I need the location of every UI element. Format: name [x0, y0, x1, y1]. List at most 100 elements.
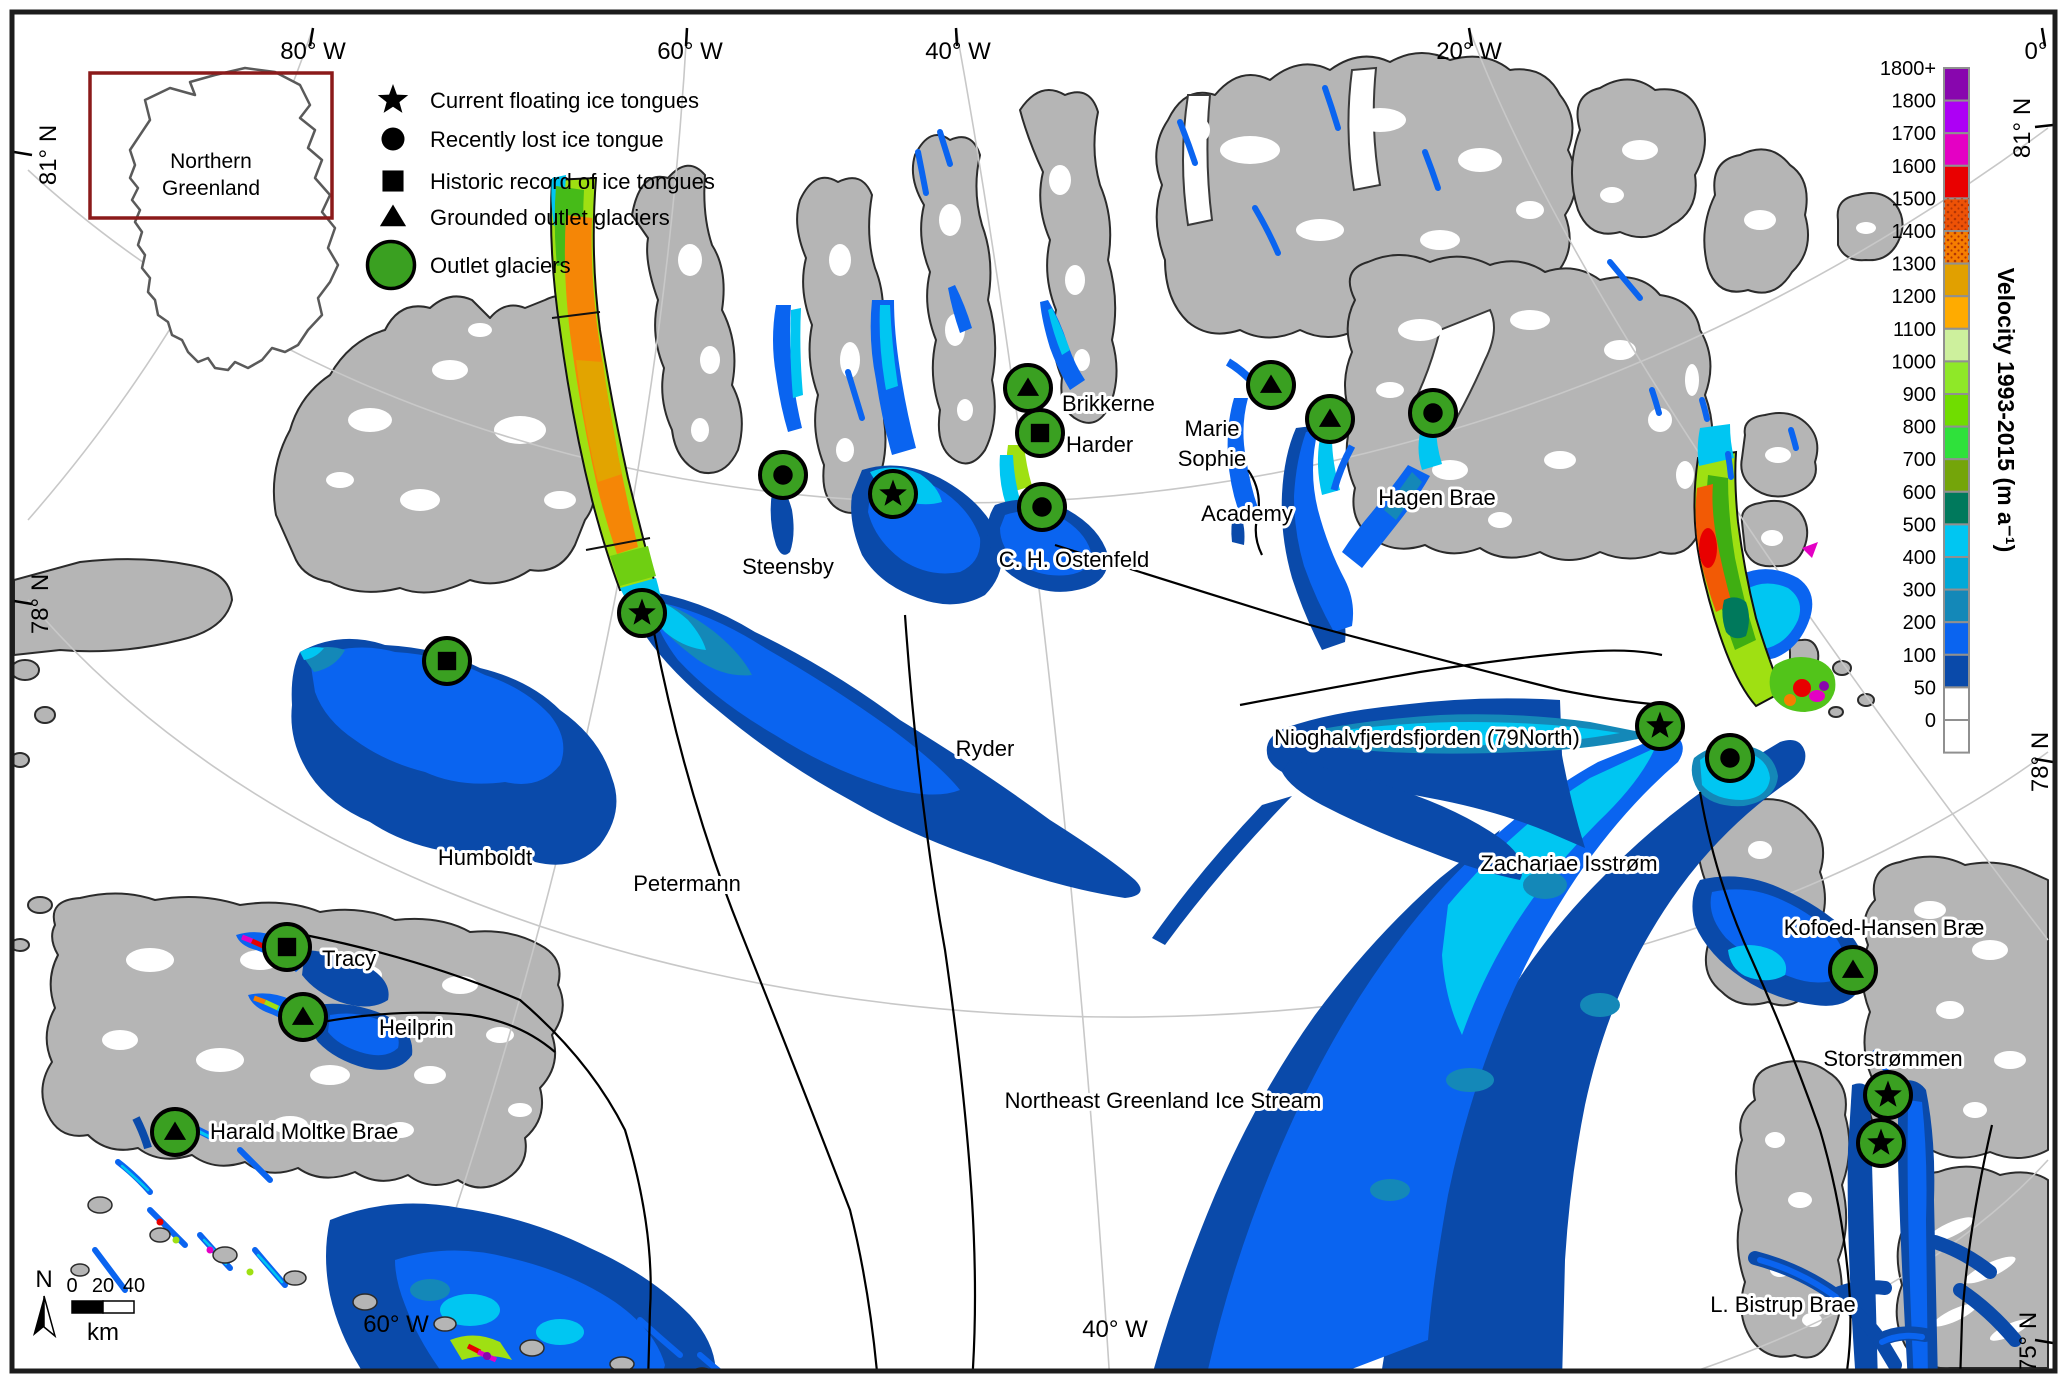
marker-hagen-brae — [1408, 388, 1458, 438]
colorbar-tick-label: 400 — [1903, 547, 1936, 569]
marker-ch-ostenfeld — [1017, 482, 1067, 532]
colorbar-swatch — [1943, 556, 1970, 591]
marker-brikkerne — [1003, 363, 1053, 413]
colorbar: 1800+ 1800 1700 1600 1500 1400 1300 1200 1100 100… — [1880, 58, 2019, 754]
velocity-streams — [92, 85, 2022, 1369]
legend-label: Recently lost ice tongue — [430, 127, 664, 152]
colorbar-swatch — [1943, 99, 1970, 135]
graticule-label: 0° — [2025, 38, 2048, 65]
square-icon — [382, 170, 404, 192]
colorbar-swatch — [1943, 262, 1970, 298]
label-petermann: Petermann — [633, 871, 741, 896]
glacier-markers — [150, 360, 1913, 1168]
inset-extent-box — [88, 71, 334, 220]
graticule-label: 40° W — [1082, 1316, 1148, 1343]
colorbar-swatch — [1943, 327, 1970, 363]
circle-icon — [1720, 748, 1740, 768]
colorbar-tick-label: 0 — [1925, 710, 1936, 732]
triangle-icon — [1259, 374, 1283, 393]
label-moltke: Harald Moltke Brae — [210, 1119, 398, 1144]
north-arrow-icon — [33, 1296, 44, 1336]
colorbar-swatch — [1943, 425, 1970, 461]
marker-harder — [1015, 408, 1065, 458]
colorbar-swatch — [1943, 164, 1970, 200]
marker-marie-sophie — [1246, 360, 1296, 410]
colorbar-swatch — [1943, 67, 1970, 102]
scalebar-segment-black — [71, 1300, 104, 1314]
colorbar-tick-label: 300 — [1903, 580, 1936, 602]
colorbar-stipple — [1944, 198, 1969, 231]
legend: Current floating ice tongues Recently los… — [365, 84, 715, 291]
colorbar-stipple — [1944, 231, 1969, 264]
colorbar-swatch — [1943, 490, 1970, 526]
colorbar-title: Velocity 1993-2015 (m a⁻¹) — [1993, 268, 2019, 552]
marker-ryder — [868, 469, 918, 519]
marker-kofoed-hansen — [1828, 945, 1878, 995]
scalebar-segment-white — [102, 1300, 135, 1314]
star-icon — [1874, 1080, 1902, 1107]
colorbar-swatch — [1943, 458, 1970, 493]
colorbar-tick-label: 1800 — [1892, 91, 1937, 113]
colorbar-tick-label: 1400 — [1892, 221, 1937, 243]
north-label: N — [35, 1266, 52, 1293]
triangle-icon — [1016, 377, 1040, 396]
triangle-icon — [1318, 408, 1342, 427]
label-hagen-brae: Hagen Brae — [1378, 485, 1495, 510]
circle-icon — [381, 127, 405, 151]
triangle-icon — [1841, 959, 1865, 978]
star-icon — [879, 479, 907, 506]
marker-zachariae — [1705, 733, 1755, 783]
star-icon — [628, 598, 656, 625]
colorbar-tick-label: 200 — [1903, 612, 1936, 634]
map-labels: Brikkerne Harder Marie Sophie Academy Hagen B… — [207, 388, 1987, 1320]
legend-label: Current floating ice tongues — [430, 88, 699, 113]
label-marie-sophie: Marie Sophie — [1178, 416, 1247, 471]
colorbar-swatch — [1943, 719, 1970, 754]
label-storstrommen: Storstrømmen — [1823, 1046, 1962, 1071]
label-bistrup: L. Bistrup Brae — [1710, 1292, 1856, 1317]
label-79north: Nioghalvfjerdsfjorden (79North) — [1274, 725, 1580, 750]
marker-academy — [1305, 394, 1355, 444]
marker-steensby — [758, 450, 808, 500]
label-academy: Academy — [1201, 501, 1293, 526]
legend-item-triangle: Grounded outlet glaciers — [379, 204, 670, 230]
colorbar-tick-label: 50 — [1914, 677, 1936, 699]
outlet-glacier-icon — [365, 239, 417, 291]
marker-79north — [1635, 701, 1685, 751]
label-steensby: Steensby — [742, 554, 834, 579]
star-icon — [1646, 711, 1674, 738]
circle-icon — [1032, 497, 1052, 517]
star-icon — [377, 84, 409, 113]
legend-label: Outlet glaciers — [430, 253, 571, 278]
label-ch-ostenfeld: C. H. Ostenfeld — [999, 547, 1149, 572]
scalebar-unit: km — [87, 1319, 119, 1346]
colorbar-tick-label: 800 — [1903, 417, 1936, 439]
triangle-icon — [163, 1121, 187, 1140]
coastal-islets — [70, 1196, 710, 1369]
marker-tracy — [262, 922, 312, 972]
marker-harald-moltke — [150, 1107, 200, 1157]
north-arrow-icon-right — [43, 1295, 57, 1339]
colorbar-swatch — [1943, 393, 1970, 428]
marker-heilprin — [278, 992, 328, 1042]
label-tracy: Tracy — [322, 946, 376, 971]
colorbar-tick-label: 900 — [1903, 384, 1936, 406]
circle-icon — [773, 465, 793, 485]
triangle-icon — [379, 204, 407, 227]
colorbar-tick-label: 600 — [1903, 482, 1936, 504]
colorbar-swatch — [1943, 360, 1970, 395]
graticule-ticks — [14, 27, 2053, 1345]
square-icon — [277, 937, 297, 957]
marker-storstrommen-north — [1863, 1070, 1913, 1120]
legend-item-circle: Recently lost ice tongue — [381, 127, 664, 152]
colorbar-swatch — [1943, 653, 1970, 689]
label-ryder: Ryder — [956, 736, 1015, 761]
triangle-icon — [291, 1006, 315, 1025]
colorbar-tick-label: 100 — [1903, 645, 1936, 667]
colorbar-swatch — [1943, 132, 1970, 167]
colorbar-tick-label: 1500 — [1892, 188, 1937, 210]
square-icon — [1030, 423, 1050, 443]
colorbar-swatch — [1943, 621, 1970, 656]
